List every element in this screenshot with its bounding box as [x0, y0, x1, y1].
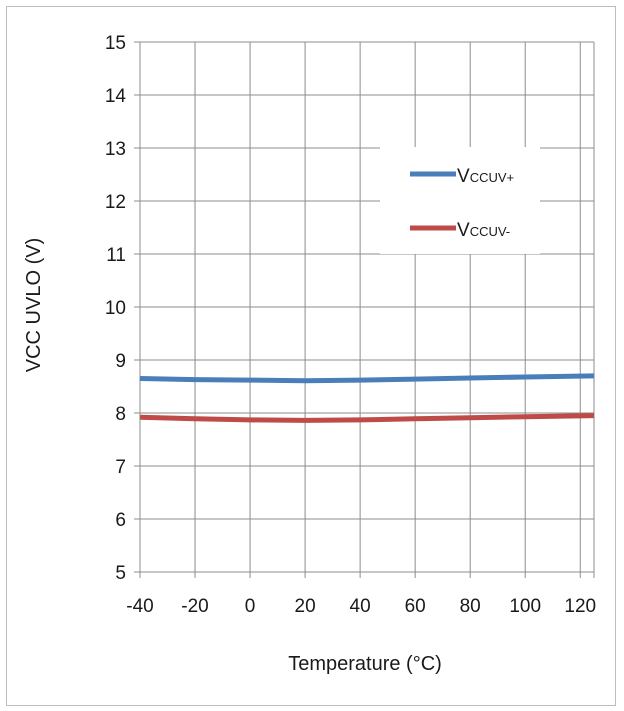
chart-frame: [6, 6, 616, 706]
x-tick-label: 80: [460, 596, 481, 617]
legend-label-2: VCCUV-: [457, 220, 510, 241]
y-tick-label: 5: [115, 563, 126, 584]
y-tick-label: 7: [115, 457, 126, 478]
series-lines: [139, 373, 595, 423]
x-tick-label: 100: [509, 596, 541, 617]
y-tick-label: 14: [105, 86, 127, 107]
x-tick-label: 0: [245, 596, 256, 617]
x-tick-label: -40: [126, 596, 153, 617]
x-axis-title: Temperature (°C): [288, 653, 442, 675]
legend-label-1: VCCUV+: [457, 166, 514, 187]
y-tick-label: 13: [105, 139, 126, 160]
x-tick-label: 120: [564, 596, 596, 617]
y-tick-label: 12: [105, 192, 126, 213]
y-tick-label: 15: [105, 33, 126, 54]
y-tick-label: 6: [115, 510, 126, 531]
y-tick-label: 10: [105, 298, 126, 319]
x-tick-labels: -40 -20 0 20 40 60 80 100 120: [126, 596, 596, 617]
series-line-1: [139, 373, 595, 384]
legend: VCCUV+ VCCUV-: [380, 147, 540, 254]
y-tick-labels: 5 6 7 8 9 10 11 12 13 14 15: [105, 33, 127, 584]
y-axis-title: VCC UVLO (V): [23, 238, 45, 372]
grid: [134, 41, 595, 578]
y-tick-label: 8: [115, 404, 126, 425]
x-tick-label: -20: [181, 596, 208, 617]
series-line-2: [139, 413, 595, 423]
x-tick-label: 20: [295, 596, 316, 617]
x-tick-label: 60: [405, 596, 426, 617]
x-tick-label: 40: [350, 596, 371, 617]
legend-box: [380, 147, 540, 254]
y-tick-label: 9: [115, 351, 126, 372]
y-tick-label: 11: [106, 245, 126, 266]
